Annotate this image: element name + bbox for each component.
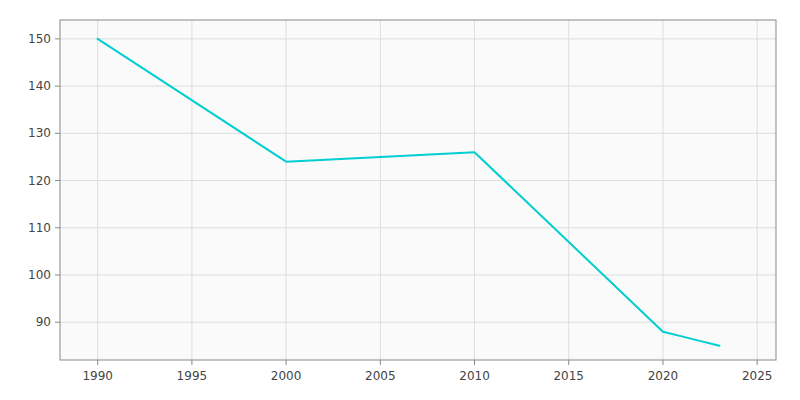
tick-mark-y bbox=[55, 133, 60, 134]
chart-svg: 1990 1995 2000 2005 2010 2015 2020 2025 90 100 110… bbox=[0, 0, 800, 400]
y-tick-label: 110 bbox=[28, 221, 51, 235]
tick-mark-x bbox=[662, 360, 663, 365]
plot-frame bbox=[60, 20, 776, 360]
y-tick-label: 140 bbox=[28, 79, 51, 93]
tick-labels: 1990 1995 2000 2005 2010 2015 2020 2025 90 100 110… bbox=[28, 32, 772, 383]
grid-line-x bbox=[757, 20, 758, 360]
y-tick-label: 150 bbox=[28, 32, 51, 46]
x-tick-label: 2000 bbox=[271, 369, 302, 383]
y-tick-label: 120 bbox=[28, 174, 51, 188]
grid-line-y bbox=[60, 227, 776, 228]
data-line bbox=[98, 39, 720, 346]
x-tick-label: 1990 bbox=[82, 369, 113, 383]
chart-container: 1990 1995 2000 2005 2010 2015 2020 2025 90 100 110… bbox=[0, 0, 800, 400]
y-tick-label: 130 bbox=[28, 126, 51, 140]
tick-mark-y bbox=[55, 180, 60, 181]
tick-mark-x bbox=[97, 360, 98, 365]
grid-line-x bbox=[568, 20, 569, 360]
x-tick-label: 2015 bbox=[553, 369, 584, 383]
tick-mark-x bbox=[474, 360, 475, 365]
grid-line-x bbox=[474, 20, 475, 360]
tick-mark-y bbox=[55, 86, 60, 87]
x-tick-label: 2010 bbox=[459, 369, 490, 383]
plot-background bbox=[60, 20, 776, 360]
grid-line-x bbox=[286, 20, 287, 360]
grid-line-y bbox=[60, 133, 776, 134]
y-tick-label: 100 bbox=[28, 268, 51, 282]
tick-mark-x bbox=[286, 360, 287, 365]
tick-mark-y bbox=[55, 322, 60, 323]
grid-line-x bbox=[97, 20, 98, 360]
data-layer bbox=[98, 39, 720, 346]
grid-line-y bbox=[60, 322, 776, 323]
tick-mark-x bbox=[568, 360, 569, 365]
grid-line-y bbox=[60, 180, 776, 181]
grid-line-x bbox=[380, 20, 381, 360]
tick-mark-x bbox=[191, 360, 192, 365]
y-tick-label: 90 bbox=[36, 315, 51, 329]
x-tick-label: 2020 bbox=[648, 369, 679, 383]
x-tick-label: 1995 bbox=[177, 369, 208, 383]
tick-mark-y bbox=[55, 38, 60, 39]
grid-line-y bbox=[60, 275, 776, 276]
tick-mark-y bbox=[55, 227, 60, 228]
grid bbox=[55, 20, 776, 365]
x-tick-label: 2025 bbox=[742, 369, 773, 383]
tick-mark-y bbox=[55, 275, 60, 276]
x-tick-label: 2005 bbox=[365, 369, 396, 383]
tick-mark-x bbox=[757, 360, 758, 365]
grid-line-x bbox=[191, 20, 192, 360]
tick-mark-x bbox=[380, 360, 381, 365]
grid-line-y bbox=[60, 38, 776, 39]
grid-line-x bbox=[662, 20, 663, 360]
grid-line-y bbox=[60, 86, 776, 87]
